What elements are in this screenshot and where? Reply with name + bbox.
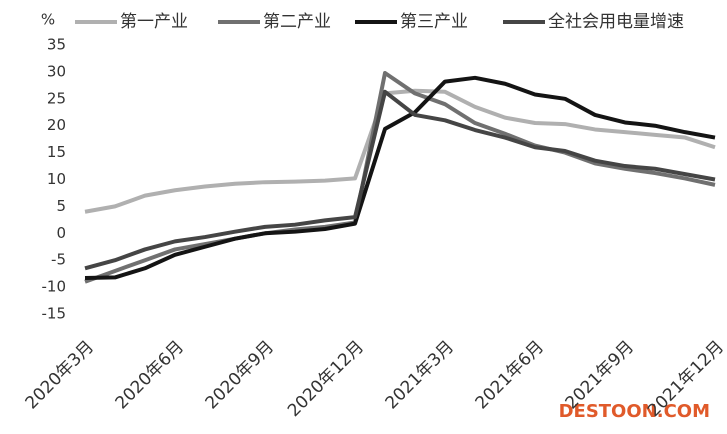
y-tick-label: 20 xyxy=(47,116,66,134)
y-axis-label: % xyxy=(41,11,55,29)
y-tick-label: -15 xyxy=(42,305,67,323)
legend-label: 第一产业 xyxy=(120,12,188,32)
y-tick-label: 15 xyxy=(47,143,66,161)
series-line xyxy=(84,75,716,280)
x-tick-label: 2020年3月 xyxy=(22,337,98,413)
x-tick-label: 2021年3月 xyxy=(382,337,458,413)
x-tick-label: 2020年12月 xyxy=(284,337,368,421)
y-tick-label: 5 xyxy=(56,197,66,215)
series-line xyxy=(84,70,716,284)
legend-label: 第三产业 xyxy=(400,12,468,32)
x-tick-label: 2020年6月 xyxy=(112,337,188,413)
legend-label: 第二产业 xyxy=(263,12,331,32)
y-tick-label: 10 xyxy=(47,170,66,188)
series-line xyxy=(84,88,716,214)
y-tick-label: -10 xyxy=(42,278,67,296)
y-tick-label: -5 xyxy=(51,251,66,269)
series-line xyxy=(84,89,716,271)
x-tick-label: 2021年6月 xyxy=(472,337,548,413)
y-tick-label: 30 xyxy=(47,62,66,80)
watermark: DESTOON.COM xyxy=(559,401,710,422)
legend-label: 全社会用电量增速 xyxy=(548,12,684,32)
x-tick-label: 2020年9月 xyxy=(202,337,278,413)
y-tick-label: 0 xyxy=(56,224,66,242)
y-tick-label: 25 xyxy=(47,89,66,107)
y-tick-label: 35 xyxy=(47,36,66,54)
